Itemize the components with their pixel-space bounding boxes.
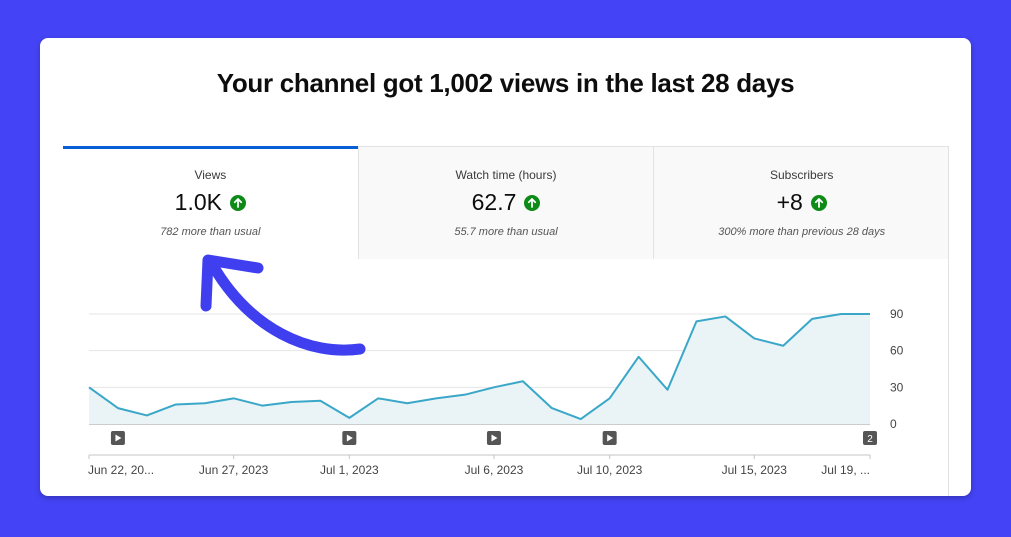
x-tick-label: Jul 15, 2023 bbox=[722, 463, 788, 477]
area-fill bbox=[89, 314, 870, 424]
tab-label: Watch time (hours) bbox=[455, 168, 557, 182]
tab-value: 62.7 bbox=[471, 189, 517, 215]
tab-value-row: 1.0K bbox=[63, 189, 358, 216]
marker-count[interactable]: 2 bbox=[863, 431, 877, 445]
tab-value-row: 62.7 bbox=[359, 189, 654, 216]
tab-value-row: +8 bbox=[654, 189, 949, 216]
metric-tabs: Views 1.0K 782 more than usual Watch tim… bbox=[63, 146, 950, 259]
panel-border bbox=[948, 146, 949, 496]
play-glyph bbox=[491, 434, 498, 442]
x-tick-label: Jul 6, 2023 bbox=[465, 463, 524, 477]
headline: Your channel got 1,002 views in the last… bbox=[216, 68, 795, 98]
arrow-up-icon bbox=[230, 194, 246, 211]
annotation-arrowhead bbox=[200, 254, 264, 312]
x-tick-label: Jul 19, ... bbox=[821, 463, 870, 477]
tab-note: 782 more than usual bbox=[160, 226, 261, 238]
analytics-card: Your channel got 1,002 views in the last… bbox=[40, 38, 971, 496]
y-tick-label: 60 bbox=[890, 344, 904, 358]
x-tick-label: Jun 22, 20... bbox=[88, 463, 154, 477]
y-tick-label: 30 bbox=[890, 380, 904, 394]
arrow-up-icon bbox=[524, 194, 541, 211]
tab-label: Views bbox=[194, 168, 227, 182]
views-line-chart: 0 30 60 90 2 Jun 22, 20... Jun 27, 2023 Jul 1, … bbox=[88, 254, 904, 477]
tab-watch-time[interactable]: Watch time (hours) 62.7 55.7 more than u… bbox=[357, 147, 654, 259]
play-icon[interactable] bbox=[486, 431, 501, 445]
tab-views[interactable]: Views 1.0K 782 more than usual bbox=[63, 146, 358, 259]
arrow-up-icon bbox=[810, 194, 827, 211]
tab-note: 300% more than previous 28 days bbox=[718, 226, 886, 238]
x-tick-label: Jun 27, 2023 bbox=[199, 463, 269, 477]
series-line bbox=[88, 313, 870, 421]
tab-value: +8 bbox=[776, 189, 803, 215]
play-glyph bbox=[346, 434, 353, 442]
marker-label: 2 bbox=[867, 434, 873, 445]
play-icon[interactable] bbox=[342, 431, 357, 445]
tab-label: Subscribers bbox=[770, 168, 834, 182]
x-tick-label: Jul 10, 2023 bbox=[577, 463, 643, 477]
marker-box bbox=[863, 431, 877, 445]
y-tick-label: 0 bbox=[890, 417, 897, 431]
tab-subscribers[interactable]: Subscribers +8 300% more than previous 2… bbox=[653, 147, 950, 259]
y-tick-label: 90 bbox=[890, 307, 904, 321]
play-glyph bbox=[115, 434, 122, 442]
x-tick-label: Jul 1, 2023 bbox=[320, 463, 379, 477]
annotation-arrow bbox=[206, 258, 366, 356]
tab-note: 55.7 more than usual bbox=[454, 226, 558, 238]
play-icon[interactable] bbox=[602, 431, 617, 445]
play-glyph bbox=[607, 434, 614, 442]
tab-value: 1.0K bbox=[174, 189, 222, 215]
play-icon[interactable] bbox=[110, 431, 125, 445]
